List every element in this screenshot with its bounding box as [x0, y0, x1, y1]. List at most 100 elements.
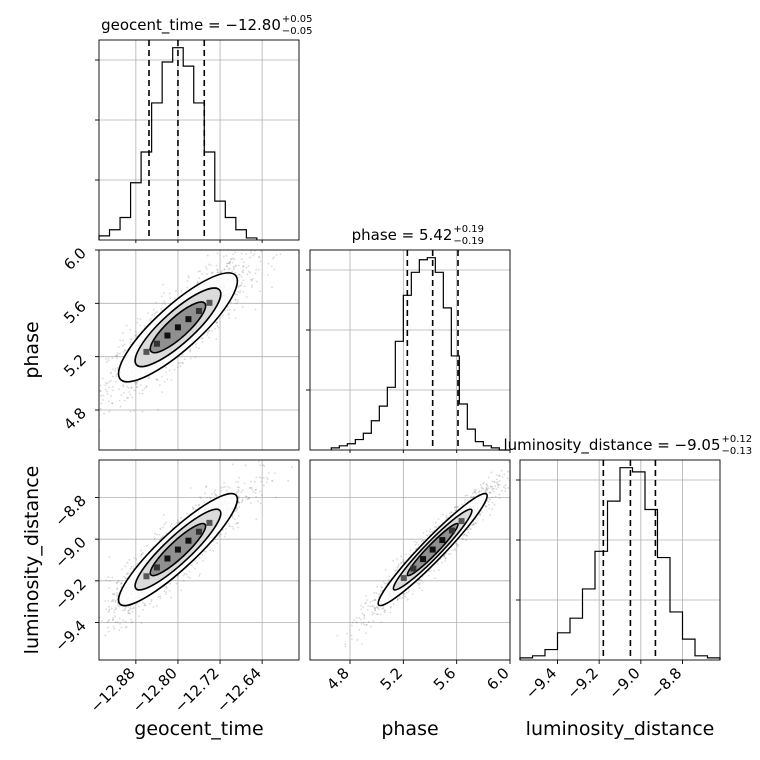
sample-point [257, 255, 260, 258]
panel-frame [309, 459, 511, 661]
sample-point [455, 542, 457, 545]
sample-point [262, 464, 264, 467]
sample-point [457, 505, 459, 508]
sample-point [498, 493, 501, 496]
sample-point [178, 521, 180, 523]
sample-point [115, 373, 118, 376]
sample-point [225, 254, 228, 257]
sample-point [253, 252, 256, 255]
sample-point [402, 593, 405, 596]
sample-point [178, 362, 180, 365]
sample-point [229, 260, 231, 263]
sample-point [248, 497, 251, 499]
sample-point [231, 261, 234, 264]
sample-point [207, 329, 210, 332]
sample-point [201, 340, 204, 343]
sample-point [256, 500, 259, 503]
sample-point [346, 632, 348, 635]
sample-point [151, 314, 154, 317]
histogram-panel-geocent_time: geocent_time = −12.80 +0.05−0.05 [95, 14, 313, 241]
sample-point [110, 607, 113, 610]
sample-point [209, 264, 212, 267]
sample-point [365, 623, 368, 626]
sample-point [111, 402, 114, 405]
sample-point [373, 607, 376, 610]
sample-point [107, 400, 110, 403]
sample-point [209, 549, 212, 552]
sample-point [450, 511, 453, 514]
sample-point [156, 311, 158, 313]
panel-frame [309, 249, 511, 451]
sample-point [231, 525, 234, 528]
sample-point [360, 608, 363, 611]
sample-point [491, 501, 494, 504]
sample-point [105, 608, 107, 611]
sample-point [129, 618, 132, 621]
sample-point [79, 432, 81, 434]
sample-point [183, 358, 186, 361]
sample-point [159, 528, 162, 531]
sample-point [120, 626, 123, 629]
sample-point [421, 589, 423, 592]
sample-point [426, 534, 429, 537]
sample-point [233, 268, 235, 271]
sample-point [467, 528, 469, 531]
sample-point [112, 599, 114, 602]
sample-point [142, 608, 145, 611]
sample-point [362, 621, 365, 624]
sample-point [118, 352, 121, 355]
sample-point [243, 482, 246, 485]
sample-point [141, 552, 144, 554]
sample-point [179, 365, 182, 367]
sample-point [185, 573, 188, 576]
sample-point [241, 270, 244, 273]
density-cell [195, 528, 202, 535]
sample-point [177, 521, 179, 524]
sample-point [109, 379, 112, 382]
sample-point [116, 593, 118, 596]
sample-point [169, 297, 172, 300]
sample-point [362, 606, 365, 609]
sample-point [493, 504, 496, 506]
sample-point [216, 321, 218, 324]
sample-point [201, 337, 204, 340]
sample-point [198, 277, 201, 280]
density-cell [164, 555, 171, 562]
sample-point [237, 514, 240, 517]
sample-point [177, 574, 180, 577]
sample-point [156, 533, 159, 536]
panel-frame [98, 459, 300, 661]
sample-point [367, 621, 370, 623]
sample-point [215, 494, 217, 497]
sample-point [263, 465, 266, 467]
sample-point [124, 577, 127, 580]
sample-point [247, 496, 250, 499]
sample-point [491, 480, 493, 483]
sample-point [457, 544, 460, 547]
sample-point [373, 592, 376, 594]
sample-point [132, 567, 135, 570]
sample-point [140, 622, 143, 625]
sample-point [113, 611, 116, 614]
sample-point [101, 619, 104, 622]
sample-point [115, 354, 118, 357]
sample-point [112, 385, 114, 388]
sample-point [247, 265, 250, 268]
sample-point [170, 596, 172, 599]
sample-point [128, 558, 131, 561]
sample-point [365, 624, 368, 626]
sample-point [248, 270, 251, 273]
sample-point [221, 270, 223, 272]
sample-point [498, 497, 501, 500]
sample-point [122, 339, 124, 342]
sample-point [205, 485, 208, 488]
sample-point [163, 380, 166, 383]
sample-point [445, 557, 448, 560]
sample-point [260, 250, 263, 253]
sample-point [267, 472, 270, 474]
sample-point [206, 254, 209, 257]
sample-point [488, 487, 490, 490]
sample-point [401, 596, 404, 599]
sample-point [112, 598, 114, 601]
sample-point [365, 599, 368, 602]
